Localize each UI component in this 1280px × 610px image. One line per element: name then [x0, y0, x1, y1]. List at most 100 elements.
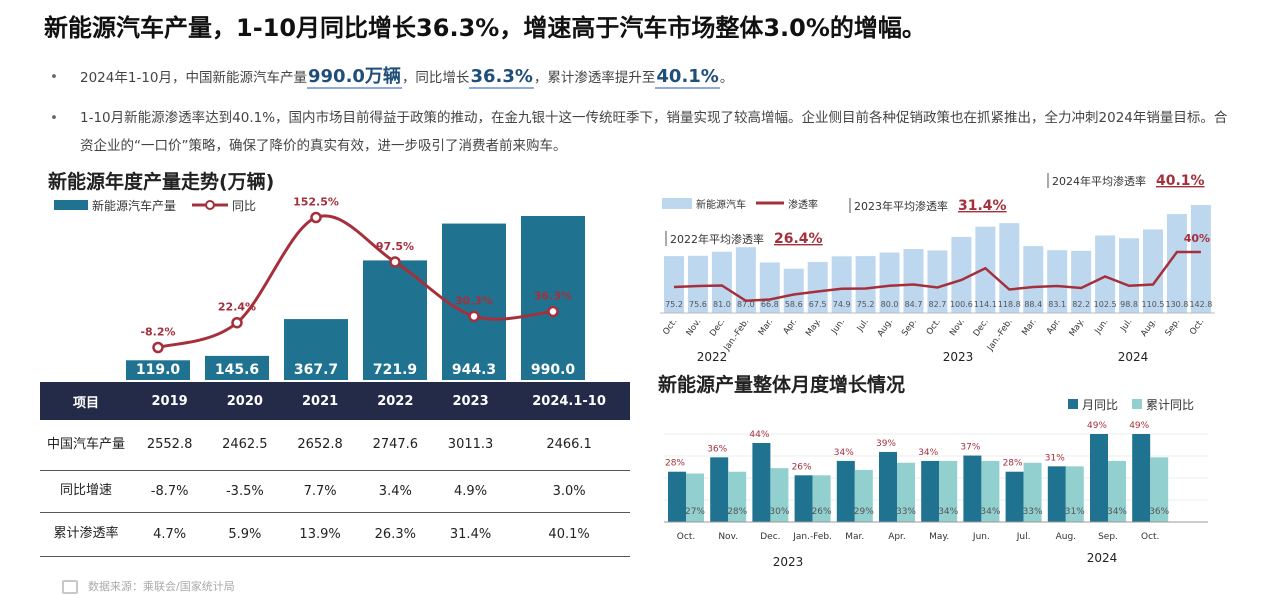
- monthly-yoy-bar: [1047, 466, 1066, 522]
- cumulative-yoy-bar: [1108, 460, 1126, 522]
- monthly-bar-label: 75.6: [689, 300, 707, 309]
- year-label: 2022: [697, 350, 728, 364]
- table-cell: 31.4%: [432, 512, 509, 557]
- monthly-tick-label: Aug.: [1139, 317, 1158, 339]
- monthly-yoy-label: 31%: [1045, 453, 1065, 463]
- monthly-yoy-label: 34%: [834, 448, 854, 458]
- monthly-bar: [664, 256, 684, 313]
- source-icon: [62, 580, 78, 594]
- monthly-bar: [927, 250, 948, 313]
- monthly-yoy-bar: [794, 475, 813, 522]
- growth-tick-label: Aug.: [1056, 532, 1076, 542]
- summary-text-2: ，同比增长: [401, 70, 470, 86]
- legend-label-production: 新能源汽车产量: [92, 198, 176, 213]
- cumulative-yoy-bar: [728, 471, 747, 522]
- table-header-year: 2024.1-10: [508, 382, 630, 420]
- monthly-tick-label: May.: [1067, 317, 1086, 338]
- bullet-summary: • 2024年1-10月，中国新能源汽车产量990.0万辆，同比增长36.3%，…: [50, 63, 1250, 93]
- table-cell: 4.9%: [432, 470, 509, 513]
- growth-tick-label: Dec.: [760, 532, 780, 542]
- monthly-yoy-bar: [1132, 434, 1151, 522]
- table-cell: 2652.8: [282, 420, 358, 471]
- bullet-analysis-text: 1-10月新能源渗透率达到40.1%，国内市场目前得益于政策的推动，在金九银十这…: [80, 110, 1228, 154]
- monthly-yoy-bar: [879, 451, 897, 522]
- growth-tick-label: Sep.: [1098, 532, 1118, 542]
- monthly-tick-label: Jul.: [855, 317, 871, 334]
- table-cell: -8.7%: [132, 470, 208, 513]
- monthly-yoy-label: 36%: [707, 444, 727, 454]
- penetration-label: 40%: [1184, 232, 1210, 245]
- legend-label-nev: 新能源汽车: [696, 198, 746, 211]
- yoy-point: [389, 256, 401, 268]
- monthly-bar: [831, 256, 852, 313]
- monthly-production-chart: 新能源汽车 渗透率 75.2 75.6 81.0 87.0 66.8 58.6 67.5 74.9…: [660, 173, 1215, 364]
- growth-tick-label: May.: [929, 532, 949, 542]
- yoy-point: [468, 310, 480, 323]
- monthly-tick-label: Apr.: [1045, 317, 1063, 336]
- source-text: 数据来源：乘联会/国家统计局: [88, 580, 235, 593]
- annotation-prefix: 2023年平均渗透率: [854, 199, 948, 213]
- annual-bar-label: 119.0: [136, 362, 181, 378]
- table-cell: 2552.8: [132, 420, 208, 471]
- monthly-yoy-bar: [921, 460, 940, 522]
- table-cell: 2466.1: [508, 420, 630, 471]
- bullet-summary-text: 2024年1-10月，中国新能源汽车产量990.0万辆，同比增长36.3%，累计…: [80, 63, 733, 92]
- cumulative-yoy-bar: [1065, 466, 1084, 522]
- annual-bar: [205, 355, 269, 380]
- table-cell: 2747.6: [357, 420, 433, 471]
- monthly-bar: [855, 256, 876, 313]
- table-cell: 3.4%: [357, 470, 433, 513]
- cumulative-yoy-bar: [812, 475, 831, 522]
- annual-chart-title: 新能源年度产量走势(万辆): [48, 171, 275, 193]
- monthly-bar-label: 84.7: [905, 300, 923, 309]
- annual-bar: [442, 223, 506, 380]
- legend-swatch-cumulative: [1132, 399, 1142, 409]
- table-row: 中国汽车产量 2552.8 2462.5 2652.8 2747.6 3011.…: [40, 420, 630, 471]
- table-cell: -3.5%: [207, 470, 283, 513]
- cumulative-yoy-bar: [981, 460, 1000, 522]
- page-title: 新能源汽车产量，1-10月同比增长36.3%，增速高于汽车市场整体3.0%的增幅…: [44, 14, 926, 42]
- legend-label-cumulative: 累计同比: [1146, 398, 1194, 412]
- growth-tick-label: Nov.: [718, 532, 738, 542]
- annual-bar: [126, 360, 190, 380]
- cumulative-yoy-label: 29%: [854, 507, 874, 517]
- monthly-yoy-bar: [963, 455, 982, 522]
- table-header-year: 2019: [132, 382, 208, 420]
- table-row-label: 中国汽车产量: [40, 420, 132, 471]
- monthly-tick-label: Oct.: [661, 317, 679, 337]
- monthly-bar-label: 114.1: [974, 300, 997, 309]
- growth-tick-label: Jan.-Feb.: [792, 532, 832, 542]
- summary-text-1: 2024年1-10月，中国新能源汽车产量: [80, 70, 307, 86]
- monthly-bar-label: 87.0: [737, 300, 755, 309]
- summary-text-3: ，累计渗透率提升至: [533, 70, 656, 86]
- monthly-yoy-bar: [1090, 434, 1108, 522]
- cumulative-yoy-label: 30%: [769, 507, 789, 517]
- monthly-bar-label: 142.8: [1189, 300, 1212, 309]
- monthly-yoy-bar: [668, 471, 686, 522]
- monthly-tick-label: Dec.: [708, 317, 727, 338]
- bullet-dot: •: [50, 110, 58, 126]
- monthly-bar: [903, 248, 924, 313]
- monthly-bar-label: 130.8: [1165, 300, 1188, 309]
- table-row: 同比增速 -8.7% -3.5% 7.7% 3.4% 4.9% 3.0%: [40, 470, 630, 513]
- growth-tick-label: Jun.: [972, 532, 990, 542]
- yoy-point: [310, 211, 322, 224]
- legend-swatch-production: [54, 200, 88, 210]
- monthly-tick-label: Oct.: [925, 317, 943, 337]
- monthly-tick-label: Jul.: [1118, 317, 1134, 334]
- monthly-bar-label: 80.0: [881, 300, 899, 309]
- monthly-bar-label: 102.5: [1094, 300, 1117, 309]
- cumulative-yoy-label: 26%: [812, 507, 832, 517]
- monthly-bar-label: 74.9: [833, 300, 851, 309]
- annual-data-table: 项目 2019 2020 2021 2022 2023 2024.1-10 中国…: [40, 382, 630, 557]
- table-cell: 2462.5: [207, 420, 283, 471]
- cumulative-yoy-bar: [1150, 457, 1169, 522]
- annual-bar: [284, 319, 348, 380]
- table-cell: 40.1%: [508, 512, 630, 557]
- monthly-bar-label: 82.2: [1072, 300, 1090, 309]
- legend-label-penetration: 渗透率: [788, 198, 818, 211]
- cumulative-yoy-label: 31%: [1065, 507, 1085, 517]
- monthly-bar-label: 83.1: [1048, 300, 1066, 309]
- monthly-bar: [807, 261, 828, 313]
- table-row-label: 同比增速: [40, 470, 132, 513]
